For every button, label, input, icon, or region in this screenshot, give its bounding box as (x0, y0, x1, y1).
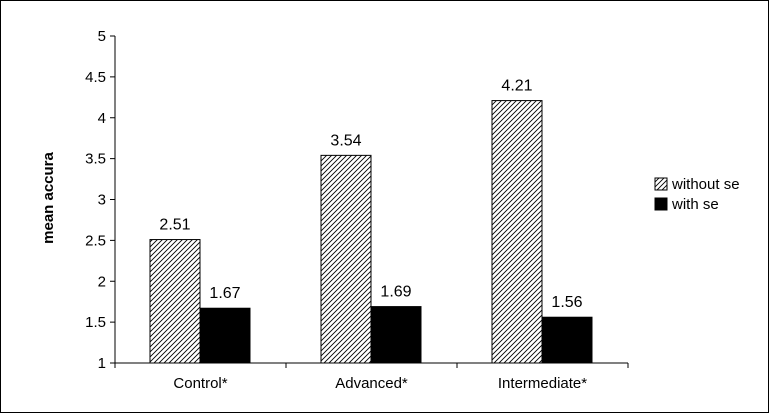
x-category-label: Advanced* (335, 375, 408, 392)
y-tick-label: 4 (98, 110, 106, 127)
data-label: 1.67 (209, 285, 240, 302)
y-tick-label: 5 (98, 28, 106, 45)
data-label: 4.21 (501, 78, 532, 95)
y-axis-label: mean accura (40, 151, 57, 243)
bar-without-se (149, 239, 201, 364)
bar-with-se (370, 306, 422, 364)
legend-label-with-se: with se (671, 196, 719, 213)
y-tick-label: 1 (98, 355, 106, 372)
y-tick-label: 3 (98, 192, 106, 209)
legend-swatch-without-se (654, 177, 668, 191)
y-tick-label: 4.5 (85, 69, 106, 86)
bar-without-se (491, 100, 543, 364)
data-label: 1.69 (380, 284, 411, 301)
legend: without se with se (654, 176, 740, 213)
legend-label-without-se: without se (671, 176, 740, 193)
bar-with-se (199, 307, 251, 364)
x-category-label: Intermediate* (498, 375, 587, 392)
bar-with-se (541, 316, 593, 364)
bar-without-se (320, 154, 372, 364)
legend-swatch-with-se (654, 197, 668, 211)
y-tick-label: 2 (98, 273, 106, 290)
y-tick-label: 1.5 (85, 314, 106, 331)
data-label: 3.54 (330, 132, 361, 149)
y-tick-label: 3.5 (85, 151, 106, 168)
data-label: 2.51 (159, 217, 190, 234)
x-category-label: Control* (173, 375, 227, 392)
data-label: 1.56 (551, 294, 582, 311)
y-tick-label: 2.5 (85, 232, 106, 249)
plot-area: 11.522.533.544.552.511.67Control*3.541.6… (85, 28, 629, 392)
